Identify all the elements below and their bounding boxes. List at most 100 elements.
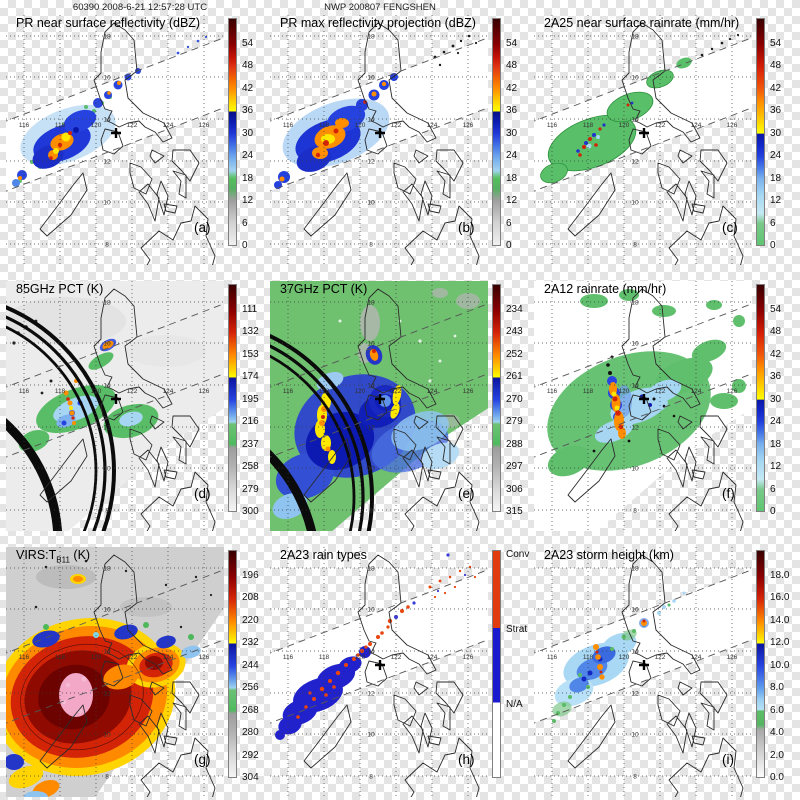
- panel-title: 2A23 rain types: [280, 548, 367, 562]
- colorbar-tick-label: 252: [506, 348, 523, 360]
- lat-label: 18: [367, 566, 375, 573]
- colorbar-ticks: 54 48 42 36 30 24 18 12 6 0: [770, 18, 800, 251]
- lat-label: 10: [631, 200, 639, 207]
- colorbar-tick-label: 0: [506, 240, 512, 251]
- lon-label: 118: [583, 122, 594, 129]
- colorbar-tick-label: 174: [242, 371, 259, 383]
- lon-label: 118: [319, 122, 330, 129]
- panel-title: 2A12 rainrate (mm/hr): [544, 282, 667, 296]
- panel-e: 116 118 120 122 124 126 18 16 14 12 10 8 37GHz PCT …: [270, 281, 534, 533]
- colorbar-tick-label: 54: [770, 37, 782, 49]
- colorbar-tick-label: 48: [770, 326, 782, 338]
- colorbar-tick-label: 261: [506, 371, 523, 383]
- colorbar-rainrate: [756, 284, 765, 512]
- lon-label: 122: [655, 654, 666, 661]
- colorbar-tick-label: 279: [506, 416, 523, 428]
- colorbar-tick-label: 270: [506, 393, 523, 405]
- lat-label: 10: [103, 466, 111, 473]
- lon-label: 122: [127, 388, 138, 395]
- colorbar-storm-height: [756, 550, 765, 778]
- colorbar-ticks: 18.0 16.0 14.0 12.0 10.0 8.0 6.0 4.0 2.0 0.0: [770, 550, 800, 783]
- lon-label: 124: [163, 654, 174, 661]
- colorbar-tick-label: 6: [770, 217, 776, 229]
- colorbar-tick-label: Strat: [506, 623, 528, 635]
- lat-label: 18: [631, 566, 639, 573]
- colorbar-tick-label: 8.0: [770, 682, 784, 694]
- reflectivity-blobs: [274, 34, 478, 189]
- panel-g: 116 118 120 122 124 126 18 16 14 12 10 8 VIRS:TB11 …: [6, 547, 270, 799]
- colorbar-tick-label: 36: [770, 105, 782, 117]
- lon-label: 116: [283, 654, 294, 661]
- colorbar-tick-label: 2.0: [770, 749, 784, 761]
- lat-label: 16: [103, 75, 111, 82]
- panel-letter: (f): [722, 486, 735, 501]
- lat-label: 16: [367, 607, 375, 614]
- lat-label: 10: [103, 200, 111, 207]
- lat-label: 10: [367, 732, 375, 739]
- colorbar-ticks: 111 132 153 174 195 216 237 258 279 300: [242, 284, 272, 517]
- panel-a: 116 118 120 122 124 126 18 16 14 12 10 8 PR near su…: [6, 15, 270, 267]
- lat-label: 12: [631, 159, 639, 166]
- map-2a12-rainrate: 116 118 120 122 124 126 18 16 14 12 10 8: [534, 281, 752, 531]
- map-virs-tb11: 116 118 120 122 124 126 18 16 14 12 10 8: [6, 547, 224, 797]
- colorbar-tick-label: 16.0: [770, 592, 790, 604]
- colorbar-tb11: [228, 550, 237, 778]
- lat-label: 8: [633, 242, 637, 249]
- colorbar-tick-label: 6: [770, 483, 776, 495]
- panel-letter: (e): [458, 486, 475, 501]
- colorbar-tick-label: 36: [770, 371, 782, 383]
- panel-letter: (a): [194, 220, 211, 235]
- colorbar-tick-label: 243: [506, 326, 523, 338]
- colorbar-tick-label: 195: [242, 393, 259, 405]
- colorbar-tick-label: Conv: [506, 548, 530, 560]
- colorbar-tick-label: 42: [506, 82, 518, 94]
- lat-label: 16: [367, 341, 375, 348]
- grid-labels: 116 118 120 122 124 126 18 16 14 12 10 8: [547, 300, 738, 515]
- lon-label: 122: [655, 122, 666, 129]
- lat-label: 14: [367, 383, 375, 390]
- colorbar-tick-label: 304: [242, 772, 259, 783]
- header-orbit-timestamp: 60390 2008-6-21 12:57:28 UTC: [72, 2, 208, 13]
- panel-letter: (g): [194, 752, 211, 767]
- lon-label: 122: [391, 388, 402, 395]
- lat-label: 14: [631, 383, 639, 390]
- lon-label: 126: [463, 122, 474, 129]
- lat-label: 16: [631, 341, 639, 348]
- colorbar-tick-label: 237: [242, 438, 259, 450]
- lat-label: 10: [103, 732, 111, 739]
- lat-label: 14: [103, 383, 111, 390]
- colorbar-tick-label: 297: [506, 461, 523, 473]
- colorbar-tick-label: 12: [770, 195, 782, 207]
- lat-label: 12: [367, 691, 375, 698]
- lat-label: 14: [367, 649, 375, 656]
- lat-label: 12: [367, 159, 375, 166]
- colorbar-tick-label: 0: [242, 240, 248, 251]
- colorbar-tick-label: 30: [506, 127, 518, 139]
- colorbar-tick-label: 24: [506, 150, 518, 162]
- colorbar-tick-label: 48: [242, 60, 254, 72]
- colorbar-tick-label: 54: [242, 37, 254, 49]
- colorbar-tick-label: 30: [770, 393, 782, 405]
- panel-letter: (d): [194, 486, 211, 501]
- colorbar-tick-label: 54: [506, 37, 518, 49]
- lat-label: 16: [631, 75, 639, 82]
- map-85ghz-pct: 116 118 120 122 124 126 18 16 14 12 10 8: [6, 281, 224, 531]
- lat-label: 18: [103, 300, 111, 307]
- lon-label: 120: [91, 388, 102, 395]
- colorbar-tick-label: 14.0: [770, 614, 790, 626]
- lat-label: 12: [103, 159, 111, 166]
- lon-label: 118: [583, 388, 594, 395]
- map-2a25-rainrate: 116 118 120 122 124 126 18 16 14 12 10 8: [534, 15, 752, 265]
- lat-label: 18: [367, 300, 375, 307]
- lon-label: 116: [283, 388, 294, 395]
- colorbar-tick-label: 48: [506, 60, 518, 72]
- colorbar-tick-label: 279: [242, 483, 259, 495]
- panel-title: 37GHz PCT (K): [280, 282, 368, 296]
- colorbar-tick-label: 0: [770, 240, 776, 251]
- lon-label: 118: [319, 388, 330, 395]
- lon-label: 122: [127, 654, 138, 661]
- colorbar-tick-label: 196: [242, 569, 259, 581]
- lon-label: 124: [163, 122, 174, 129]
- panel-letter: (i): [722, 752, 734, 767]
- lat-label: 8: [369, 774, 373, 781]
